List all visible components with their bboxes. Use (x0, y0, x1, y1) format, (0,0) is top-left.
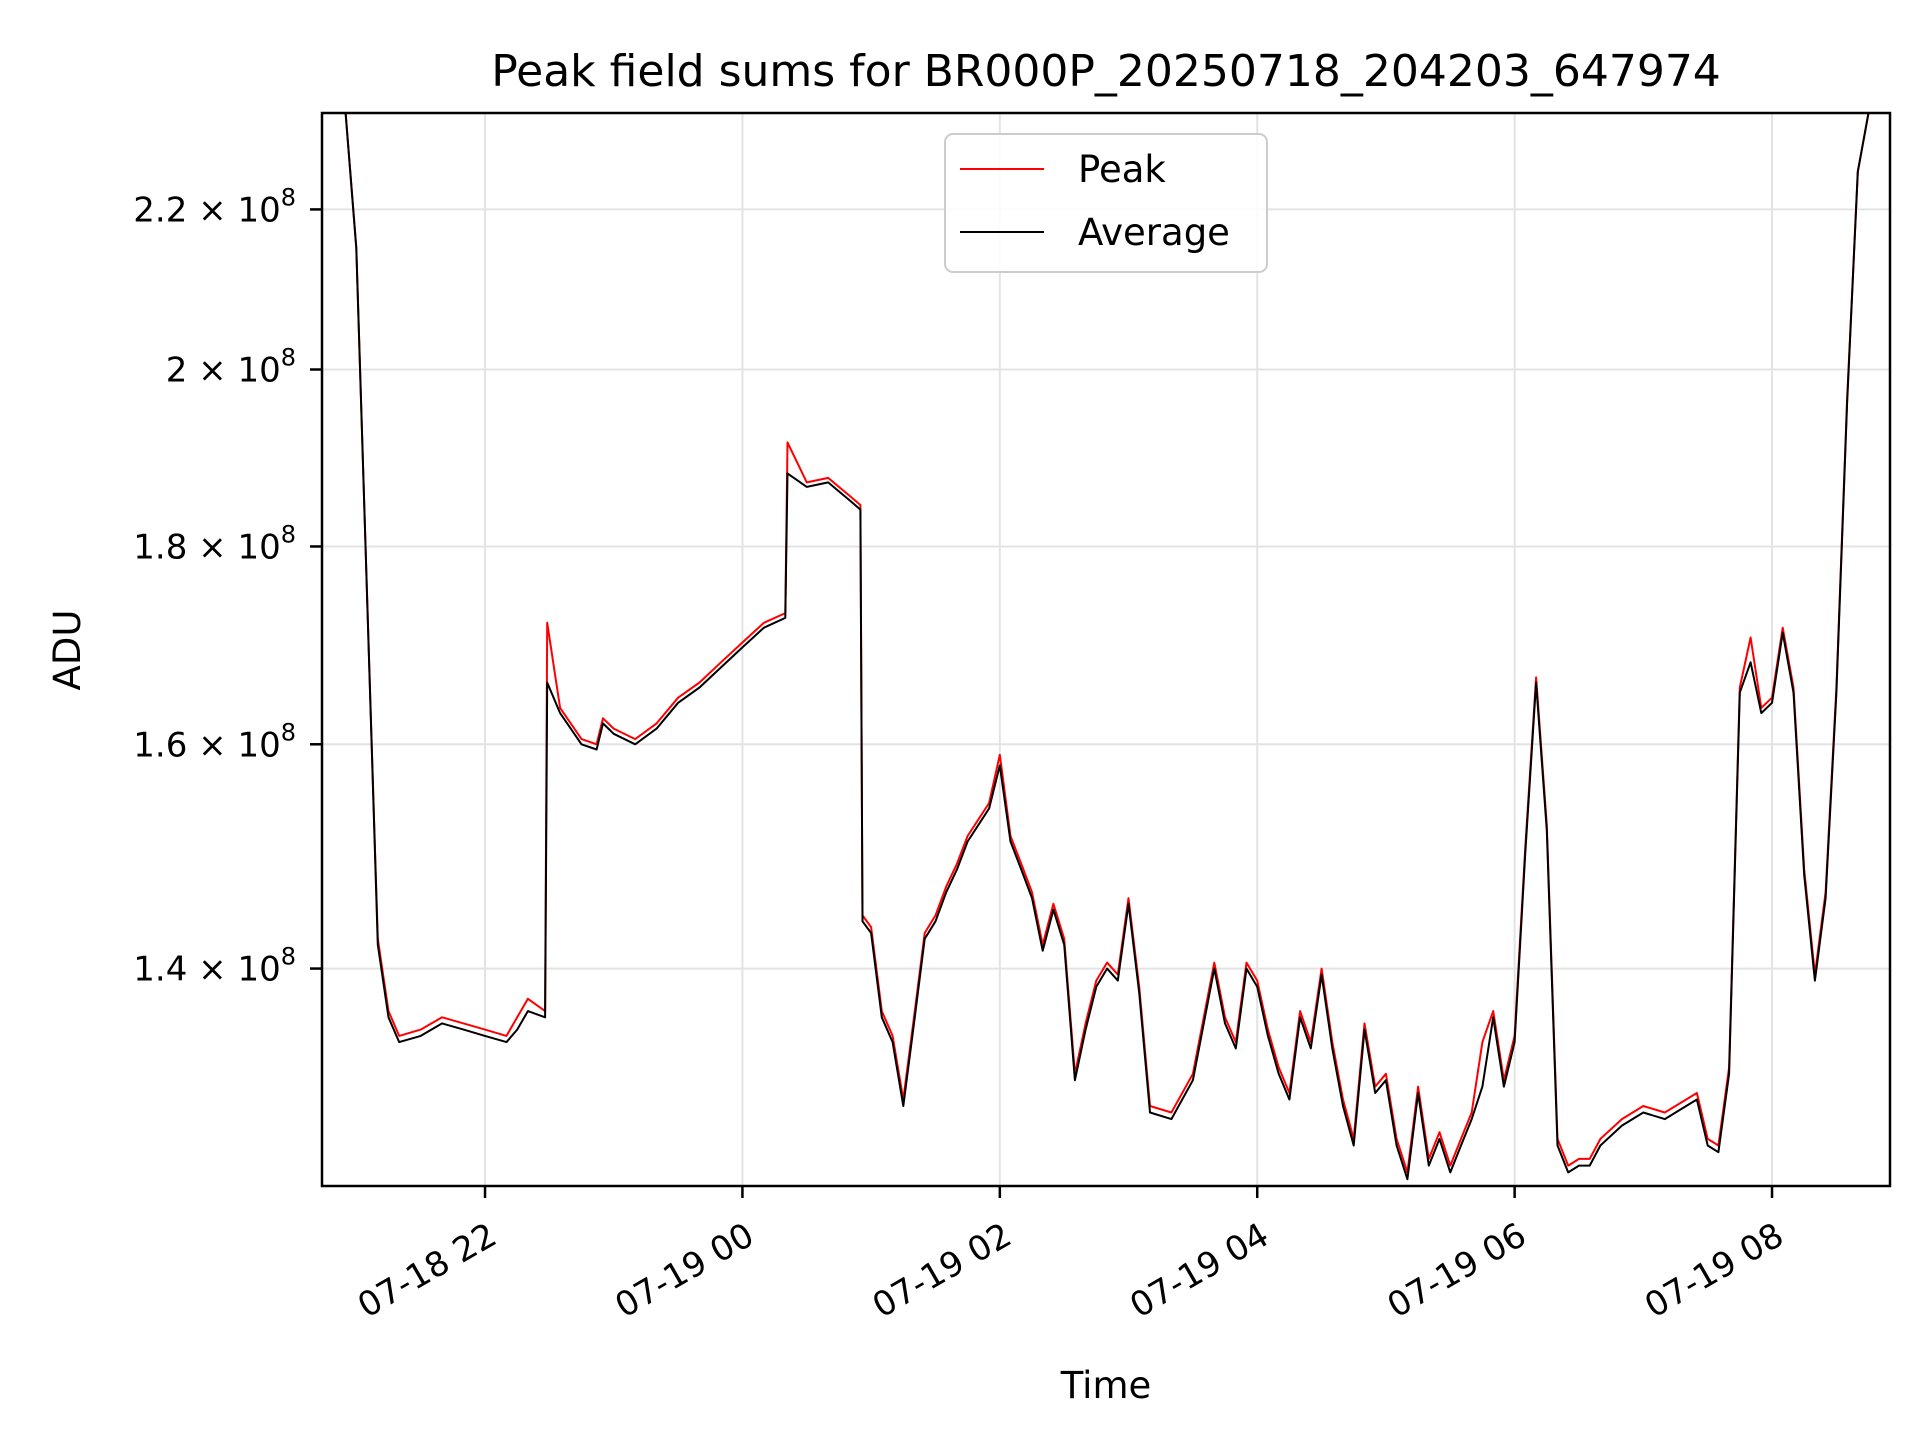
plot-frame (320, 111, 1892, 1188)
y-tick-label: 1.8 × 108 (133, 520, 296, 567)
legend-label-peak: Peak (1078, 148, 1166, 191)
y-tick-label: 1.6 × 108 (133, 718, 296, 765)
x-axis-label: Time (1060, 1364, 1152, 1407)
series-layer (322, 112, 1890, 1181)
chart-title: Peak field sums for BR000P_20250718_2042… (491, 46, 1721, 97)
y-tick-label: 2.2 × 108 (133, 183, 296, 230)
y-tick-label: 2 × 108 (166, 344, 296, 391)
series-line-average (322, 112, 1890, 1181)
legend-label-average: Average (1078, 211, 1230, 254)
legend: Peak Average (944, 133, 1268, 273)
y-axis-label: ADU (46, 610, 89, 691)
y-tick-label: 1.4 × 108 (133, 943, 296, 990)
